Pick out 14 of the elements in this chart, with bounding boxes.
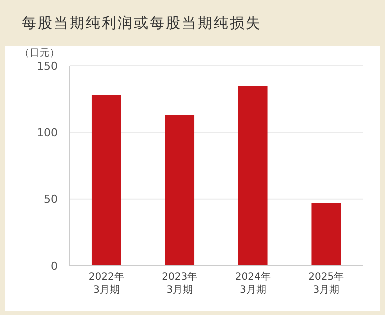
- bar: [238, 86, 268, 266]
- bar: [165, 115, 195, 266]
- bar: [312, 203, 342, 266]
- x-tick-label: 2024年 3月期: [235, 271, 271, 296]
- x-tick-label: 2022年 3月期: [88, 271, 124, 296]
- x-tick-label: 2025年 3月期: [308, 271, 344, 296]
- y-axis-title: （日元）: [20, 48, 60, 59]
- y-tick-label: 0: [51, 260, 58, 273]
- chart-title: 每股当期纯利润或每股当期纯损失: [22, 15, 262, 32]
- bar: [92, 95, 122, 266]
- y-tick-label: 100: [37, 126, 58, 140]
- y-tick-label: 50: [44, 193, 58, 206]
- y-tick-label: 150: [37, 60, 58, 73]
- x-tick-label: 2023年 3月期: [162, 271, 198, 296]
